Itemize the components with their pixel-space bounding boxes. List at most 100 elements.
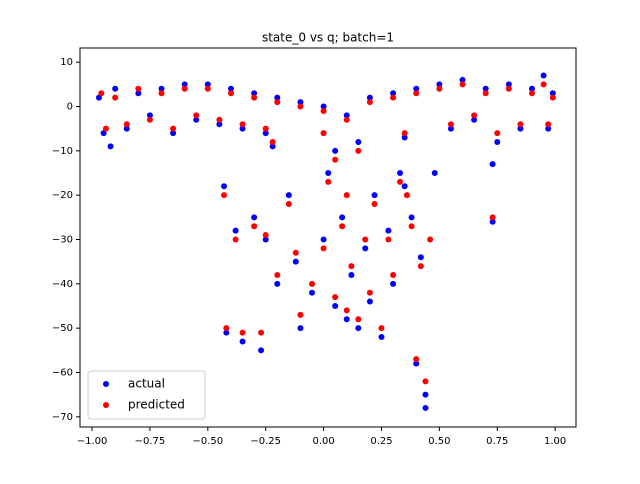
point bbox=[227, 90, 234, 97]
point bbox=[274, 280, 281, 287]
point bbox=[170, 130, 177, 137]
point bbox=[274, 99, 281, 106]
point bbox=[401, 183, 408, 190]
point bbox=[251, 90, 258, 97]
x-tick-label: −0.75 bbox=[135, 436, 166, 447]
point bbox=[417, 254, 424, 261]
point bbox=[489, 161, 496, 168]
point bbox=[320, 130, 327, 137]
point bbox=[366, 94, 373, 101]
point bbox=[436, 81, 443, 88]
y-tick-label: −40 bbox=[52, 279, 73, 290]
point bbox=[262, 232, 269, 239]
point bbox=[292, 249, 299, 256]
point bbox=[482, 90, 489, 97]
point bbox=[320, 103, 327, 110]
point bbox=[447, 121, 454, 128]
point bbox=[239, 125, 246, 132]
point bbox=[505, 81, 512, 88]
point bbox=[413, 85, 420, 92]
point bbox=[292, 258, 299, 265]
point bbox=[285, 201, 292, 208]
x-tick-label: −0.25 bbox=[250, 436, 281, 447]
point bbox=[332, 302, 339, 309]
point bbox=[112, 85, 119, 92]
point bbox=[258, 347, 265, 354]
point bbox=[216, 116, 223, 123]
point bbox=[505, 85, 512, 92]
point bbox=[332, 147, 339, 154]
point bbox=[262, 125, 269, 132]
point bbox=[401, 134, 408, 141]
point bbox=[158, 90, 165, 97]
point bbox=[239, 121, 246, 128]
point bbox=[431, 170, 438, 177]
point bbox=[401, 130, 408, 137]
point bbox=[95, 94, 102, 101]
x-tick-label: 0.00 bbox=[312, 436, 334, 447]
point bbox=[112, 94, 119, 101]
point bbox=[258, 329, 265, 336]
point bbox=[343, 116, 350, 123]
point bbox=[397, 170, 404, 177]
point bbox=[146, 112, 153, 119]
point bbox=[540, 81, 547, 88]
y-tick-label: −10 bbox=[52, 146, 73, 157]
point bbox=[408, 223, 415, 230]
point bbox=[355, 147, 362, 154]
point bbox=[193, 116, 200, 123]
point bbox=[489, 218, 496, 225]
point bbox=[366, 99, 373, 106]
point bbox=[251, 214, 258, 221]
point bbox=[408, 214, 415, 221]
chart-title: state_0 vs q; batch=1 bbox=[262, 31, 394, 45]
point bbox=[251, 94, 258, 101]
point bbox=[549, 90, 556, 97]
point bbox=[422, 404, 429, 411]
point bbox=[309, 289, 316, 296]
point bbox=[482, 85, 489, 92]
point bbox=[413, 90, 420, 97]
point bbox=[325, 170, 332, 177]
point bbox=[459, 81, 466, 88]
point bbox=[390, 280, 397, 287]
point bbox=[274, 271, 281, 278]
point bbox=[309, 280, 316, 287]
point bbox=[343, 307, 350, 314]
point bbox=[471, 112, 478, 119]
point bbox=[390, 271, 397, 278]
y-tick-label: −70 bbox=[52, 412, 73, 423]
point bbox=[545, 121, 552, 128]
point bbox=[339, 214, 346, 221]
point bbox=[494, 138, 501, 145]
point bbox=[348, 263, 355, 270]
point bbox=[332, 294, 339, 301]
point bbox=[98, 90, 105, 97]
x-tick-label: 0.25 bbox=[370, 436, 392, 447]
point bbox=[223, 325, 230, 332]
legend-label: actual bbox=[128, 377, 165, 391]
point bbox=[371, 192, 378, 199]
point bbox=[366, 298, 373, 305]
point bbox=[378, 325, 385, 332]
point bbox=[320, 107, 327, 114]
plot-frame bbox=[79, 47, 577, 428]
y-tick-label: −30 bbox=[52, 234, 73, 245]
point bbox=[447, 125, 454, 132]
point bbox=[517, 125, 524, 132]
point bbox=[221, 183, 228, 190]
legend-marker bbox=[103, 381, 109, 387]
point bbox=[529, 85, 536, 92]
y-tick-label: −50 bbox=[52, 323, 73, 334]
point bbox=[193, 112, 200, 119]
point bbox=[362, 245, 369, 252]
point bbox=[413, 360, 420, 367]
y-tick-label: −20 bbox=[52, 190, 73, 201]
point bbox=[297, 103, 304, 110]
point bbox=[221, 192, 228, 199]
point bbox=[343, 112, 350, 119]
point bbox=[170, 125, 177, 132]
point bbox=[494, 130, 501, 137]
point bbox=[517, 121, 524, 128]
